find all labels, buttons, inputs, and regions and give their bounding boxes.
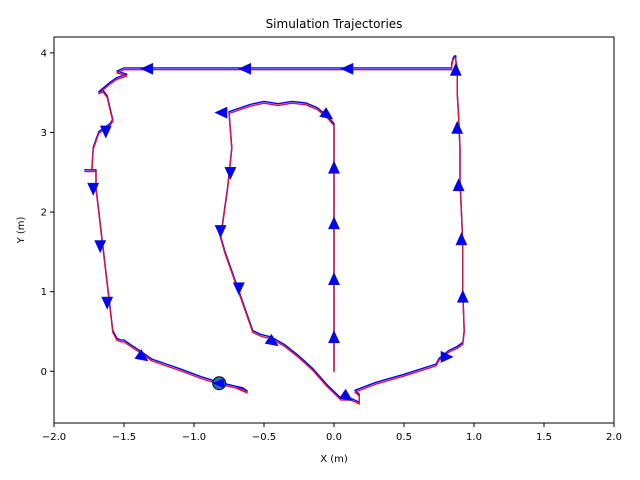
direction-arrow-icon	[224, 167, 237, 181]
chart-title: Simulation Trajectories	[266, 17, 403, 31]
direction-arrow-icon	[94, 240, 107, 254]
x-tick-label: 1.0	[466, 432, 482, 443]
y-tick-label: 2	[41, 208, 47, 219]
direction-arrow-icon	[328, 160, 340, 174]
direction-arrow-icon	[238, 62, 252, 75]
y-tick-label: 3	[41, 128, 47, 139]
direction-arrow-icon	[319, 107, 334, 120]
direction-arrow-icon	[328, 216, 340, 230]
direction-arrow-icon	[99, 125, 112, 139]
x-axis-label: X (m)	[320, 454, 348, 465]
direction-arrow-icon	[140, 62, 154, 75]
direction-arrow-icon	[455, 232, 468, 246]
x-tick-label: −1.5	[112, 432, 136, 443]
plot-area	[84, 55, 469, 405]
direction-arrow-icon	[451, 120, 464, 134]
x-tick-label: 1.5	[536, 432, 552, 443]
direction-arrow-icon	[338, 388, 353, 402]
direction-arrow-icon	[232, 282, 245, 296]
end-arrow-icon	[212, 378, 225, 389]
direction-arrow-icon	[328, 330, 340, 344]
direction-arrow-icon	[452, 178, 465, 192]
y-tick-label: 1	[41, 287, 47, 298]
x-tick-label: −0.5	[252, 432, 276, 443]
direction-arrow-icon	[101, 296, 114, 310]
direction-arrow-icon	[328, 271, 340, 286]
direction-arrow-icon	[134, 348, 149, 362]
direction-arrow-icon	[340, 62, 354, 75]
direction-arrow-icon	[456, 289, 469, 303]
direction-arrow-icon	[449, 62, 462, 76]
direction-arrow-icon	[440, 350, 454, 363]
x-tick-label: 2.0	[606, 432, 622, 443]
y-tick-label: 0	[41, 367, 47, 378]
y-tick-label: 4	[41, 48, 47, 59]
direction-arrow-icon	[87, 182, 100, 196]
x-tick-label: −1.0	[182, 432, 206, 443]
x-tick-label: 0.5	[396, 432, 412, 443]
x-axis: −2.0 −1.5 −1.0 −0.5 0.0 0.5 1.0 1.5 2.0	[42, 423, 622, 443]
direction-arrow-icon	[214, 106, 228, 119]
y-axis: 0 1 2 3 4	[41, 48, 54, 378]
direction-arrow-icon	[214, 225, 227, 239]
x-tick-label: 0.0	[326, 432, 342, 443]
x-tick-label: −2.0	[42, 432, 66, 443]
y-axis-label: Y (m)	[16, 216, 27, 244]
direction-arrow-icon	[264, 333, 279, 347]
